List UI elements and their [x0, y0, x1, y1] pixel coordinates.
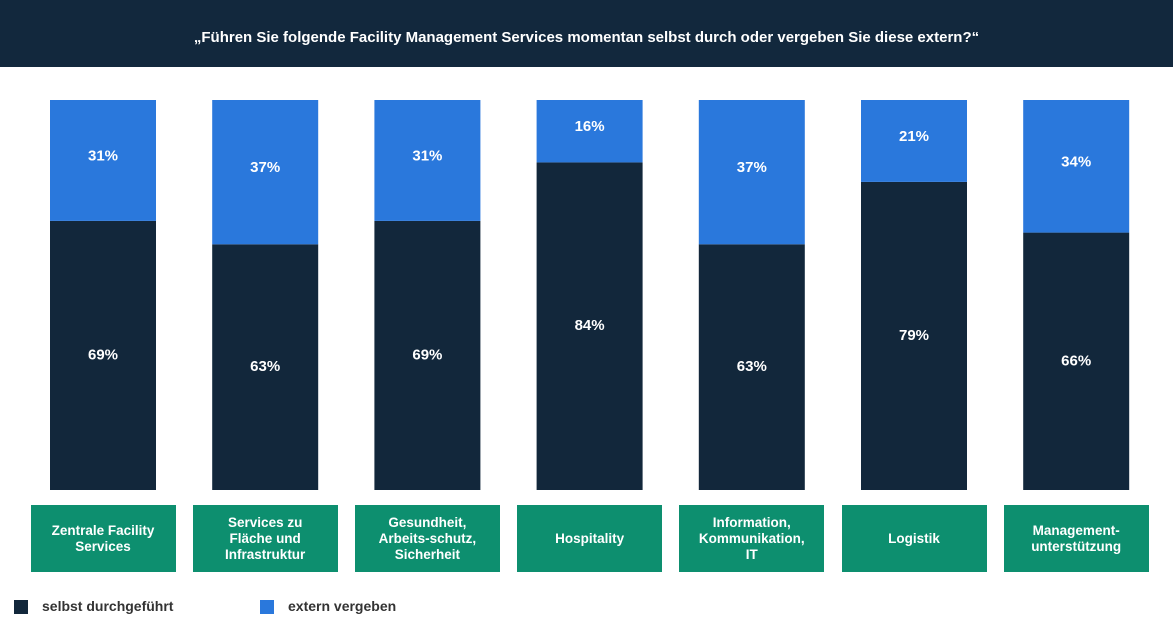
value-label: 63%: [250, 358, 280, 375]
legend-label: selbst durchgeführt: [42, 598, 174, 614]
bar-segment: [861, 181, 967, 490]
bar-segment: [536, 100, 643, 163]
category-label: Hospitality: [517, 505, 663, 572]
category-label: Services zu Fläche und Infrastruktur: [192, 505, 338, 572]
bar-segment: [212, 100, 319, 245]
value-label: 84%: [575, 317, 605, 334]
bar-segment: [374, 220, 481, 490]
legend-swatch: [260, 600, 274, 614]
value-label: 69%: [88, 346, 118, 363]
legend-label: extern vergeben: [288, 598, 397, 614]
value-label: 63%: [737, 358, 767, 375]
bar-segment: [50, 220, 156, 490]
category-label: Zentrale Facility Services: [30, 505, 176, 572]
bar-segment: [698, 244, 805, 490]
value-label: 37%: [250, 159, 280, 176]
value-label: 66%: [1061, 352, 1091, 369]
value-label: 79%: [899, 327, 929, 344]
bar-segment: [536, 162, 643, 490]
bar-segment: [698, 100, 805, 245]
chart-title: „Führen Sie folgende Facility Management…: [193, 29, 980, 46]
bar-segment: [50, 100, 156, 221]
value-label: 31%: [412, 147, 442, 164]
bar-segment: [1023, 232, 1130, 490]
header-bar: [0, 0, 1173, 67]
value-label: 69%: [412, 346, 442, 363]
value-label: 16%: [575, 118, 605, 135]
value-label: 34%: [1061, 153, 1091, 170]
bar-segment: [212, 244, 319, 490]
bar-segment: [861, 100, 967, 182]
legend-swatch: [14, 600, 28, 614]
category-label: Management- unterstützung: [1003, 505, 1149, 572]
category-label: Logistik: [841, 505, 987, 572]
bar-segment: [374, 100, 481, 221]
value-label: 31%: [88, 147, 118, 164]
bar-segment: [1023, 100, 1130, 233]
value-label: 21%: [899, 128, 929, 145]
value-label: 37%: [737, 159, 767, 176]
category-label: Gesundheit, Arbeits-schutz, Sicherheit: [354, 505, 500, 572]
category-label: Information, Kommunikation, IT: [679, 505, 825, 572]
